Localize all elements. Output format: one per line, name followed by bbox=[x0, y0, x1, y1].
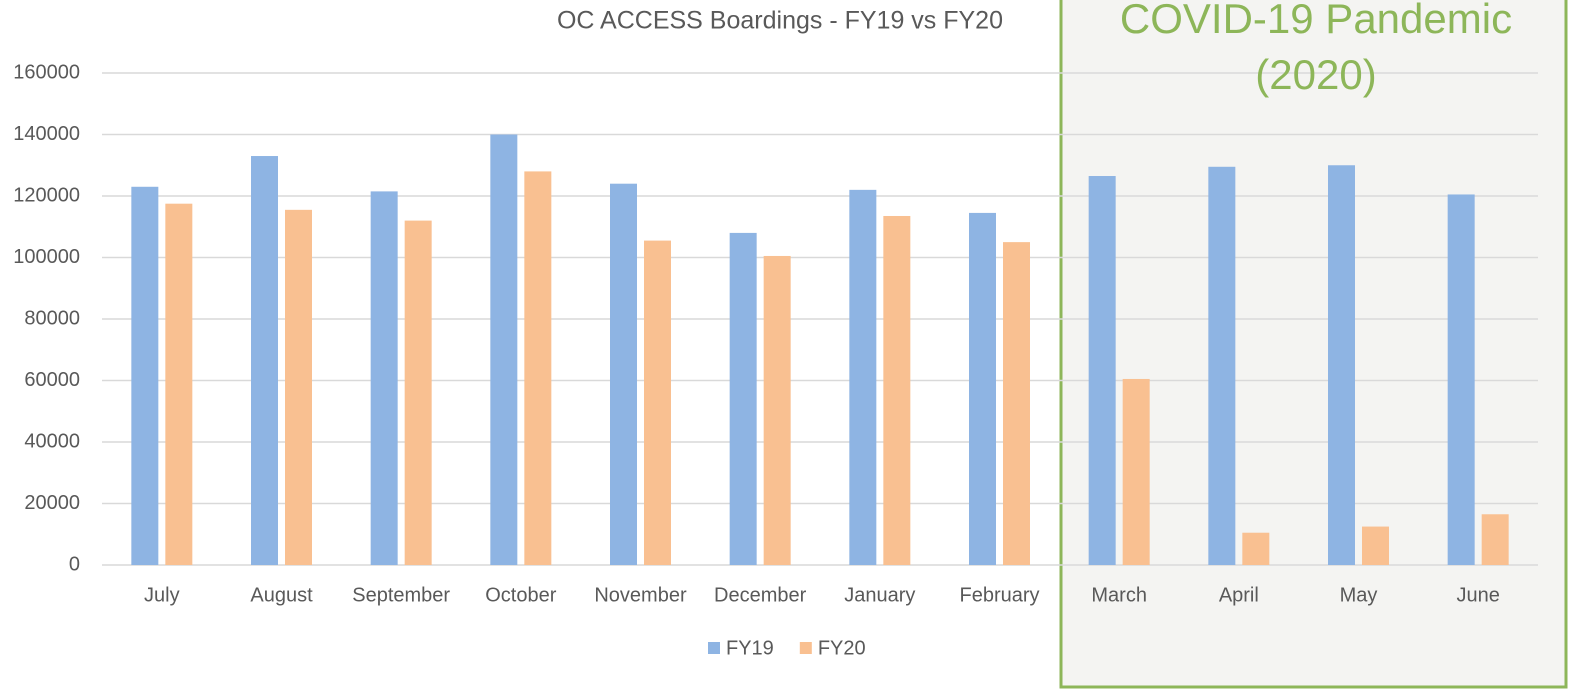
x-tick-label: March bbox=[1091, 584, 1147, 606]
bar bbox=[1122, 378, 1150, 565]
bar bbox=[729, 232, 757, 565]
annotation-text: (2020) bbox=[1255, 51, 1376, 98]
legend-swatch bbox=[708, 642, 720, 654]
bar bbox=[763, 255, 791, 565]
x-tick-label: May bbox=[1340, 584, 1378, 606]
x-tick-label: June bbox=[1456, 584, 1499, 606]
y-tick-label: 40000 bbox=[24, 430, 80, 452]
y-tick-label: 0 bbox=[69, 553, 80, 575]
bar bbox=[370, 191, 398, 565]
bar bbox=[490, 134, 518, 565]
bar bbox=[1328, 165, 1355, 565]
legend-label: FY19 bbox=[726, 637, 774, 659]
bar bbox=[285, 209, 312, 565]
y-tick-label: 140000 bbox=[13, 123, 80, 145]
y-tick-label: 100000 bbox=[13, 246, 80, 268]
bar bbox=[1208, 166, 1236, 565]
bar bbox=[1447, 194, 1475, 565]
bar bbox=[883, 215, 911, 566]
bar bbox=[1362, 526, 1389, 565]
bar bbox=[1242, 532, 1270, 565]
bar bbox=[524, 171, 552, 565]
y-tick-label: 20000 bbox=[24, 492, 80, 514]
y-tick-label: 120000 bbox=[13, 184, 80, 206]
x-tick-label: October bbox=[485, 584, 556, 606]
bar bbox=[610, 183, 637, 565]
x-tick-label: January bbox=[844, 584, 915, 606]
annotation-box bbox=[1059, 0, 1568, 689]
bar bbox=[1481, 514, 1509, 565]
bar bbox=[1088, 176, 1116, 565]
chart-title: OC ACCESS Boardings - FY19 vs FY20 bbox=[557, 7, 1003, 35]
y-tick-label: 80000 bbox=[24, 307, 80, 329]
x-tick-label: September bbox=[352, 584, 450, 606]
x-tick-label: December bbox=[714, 584, 807, 606]
bar bbox=[969, 212, 996, 565]
annotation-text: COVID-19 Pandemic bbox=[1120, 0, 1512, 42]
bar bbox=[404, 220, 432, 565]
y-tick-label: 60000 bbox=[24, 369, 80, 391]
x-tick-label: February bbox=[959, 584, 1039, 606]
legend-label: FY20 bbox=[818, 637, 866, 659]
x-tick-label: April bbox=[1219, 584, 1259, 606]
bar bbox=[165, 203, 193, 565]
x-tick-label: August bbox=[250, 584, 313, 606]
bar bbox=[849, 189, 877, 565]
bar bbox=[251, 156, 278, 565]
x-tick-label: July bbox=[144, 584, 180, 606]
bar bbox=[1003, 242, 1030, 565]
bar bbox=[131, 186, 159, 565]
x-tick-label: November bbox=[594, 584, 687, 606]
bar bbox=[644, 240, 671, 565]
y-tick-label: 160000 bbox=[13, 61, 80, 83]
legend-swatch bbox=[799, 642, 812, 654]
